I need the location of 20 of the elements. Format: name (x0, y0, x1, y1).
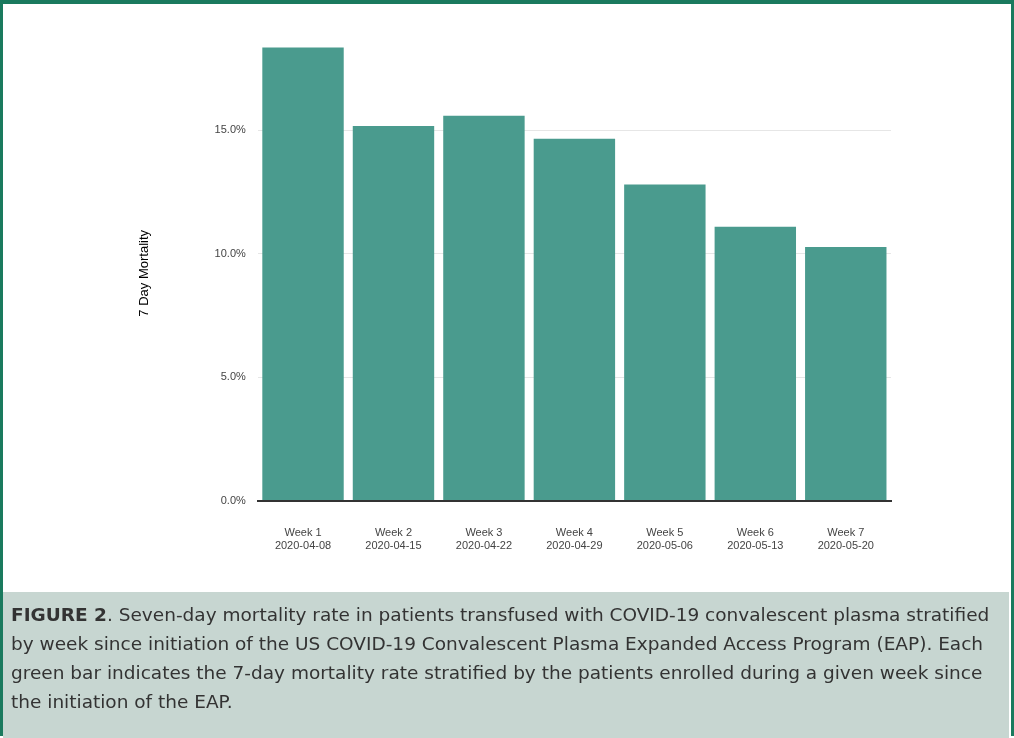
bar (352, 126, 435, 501)
bar (624, 184, 706, 501)
bar (533, 138, 616, 501)
bar (714, 226, 797, 501)
x-tick-label: Week 1 2020-04-08 (274, 526, 332, 552)
y-tick-label: 5.0% (220, 370, 246, 383)
y-axis-title: 7 Day Mortality (136, 229, 152, 317)
x-tick-label: Week 7 2020-05-20 (817, 526, 874, 552)
bar (805, 247, 887, 501)
y-tick-label: 0.0% (220, 493, 246, 506)
x-tick-label: Week 6 2020-05-13 (727, 526, 784, 552)
x-tick-label: Week 3 2020-04-22 (455, 526, 513, 552)
y-tick-label: 15.0% (214, 123, 246, 136)
y-tick-label: 10.0% (214, 246, 246, 259)
bar (443, 115, 525, 501)
bar (262, 47, 344, 501)
caption: FIGURE 2. Seven-day mortality rate in patients transfused with COVID-19 convalescent plasma stratified by week since initiation of the US COVID-19 Convalescent Plasma Expanded Access Program (EAP). Each green bar indicates the 7-day mortality rate stratified by the patients enrolled during a given week since the initiation of the EAP. (11, 603, 991, 714)
x-tick-label: Week 4 2020-04-29 (546, 526, 603, 552)
x-tick-label: Week 2 2020-04-15 (365, 526, 422, 552)
x-tick-label: Week 5 2020-05-06 (636, 526, 693, 552)
